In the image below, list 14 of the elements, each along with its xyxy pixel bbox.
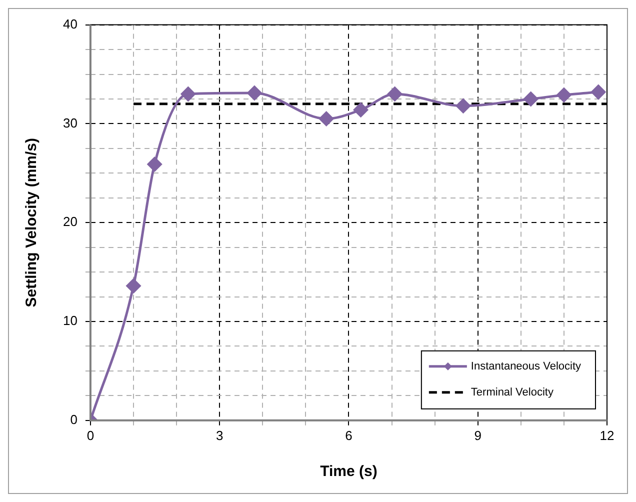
y-tick-label: 20 [62,214,78,230]
x-tick-label: 12 [600,428,614,443]
y-axis-title: Settling Velocity (mm/s) [23,138,40,308]
x-tick-label: 0 [86,428,94,443]
y-tick-label: 40 [62,16,78,32]
legend-label: Terminal Velocity [470,386,554,398]
x-tick-label: 3 [216,428,224,443]
y-tick-label: 10 [62,313,78,328]
y-tick-label: 0 [70,412,78,427]
x-tick-label: 9 [474,428,482,443]
x-tick-label: 6 [345,428,352,443]
y-tick-label: 30 [62,115,78,130]
x-axis-title: Time (s) [320,463,378,480]
legend-label: Instantaneous Velocity [470,360,582,372]
